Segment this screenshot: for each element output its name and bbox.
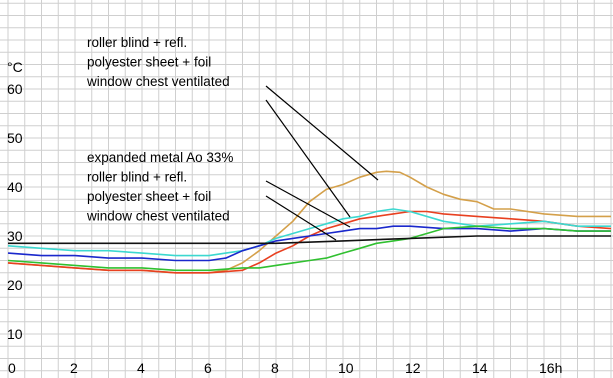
y-unit-label: °C <box>7 59 23 75</box>
x-tick-label: 12 <box>405 360 421 376</box>
y-tick-label: 50 <box>7 130 23 146</box>
annotation-text: polyester sheet + foil <box>87 189 211 204</box>
annotation-text: expanded metal Ao 33% <box>87 150 233 165</box>
y-tick-label: 60 <box>7 81 23 97</box>
annotation-text: polyester sheet + foil <box>87 55 211 70</box>
x-tick-label: 4 <box>137 360 145 376</box>
annotation-text: window chest ventilated <box>86 74 230 89</box>
pointer-line <box>265 85 379 181</box>
annotation-text: window chest ventilated <box>86 209 230 224</box>
x-tick-label: 14 <box>472 360 488 376</box>
x-tick-label: 2 <box>70 360 78 376</box>
y-tick-label: 20 <box>7 277 23 293</box>
series-line-6 <box>8 235 611 245</box>
x-tick-label: 8 <box>271 360 279 376</box>
annotation-text: roller blind + refl. <box>87 35 187 50</box>
x-tick-label: 16h <box>539 360 562 376</box>
x-tick-label: 6 <box>204 360 212 376</box>
annotations: roller blind + refl. polyester sheet + fo… <box>86 35 233 224</box>
series-line-4 <box>7 225 611 262</box>
series-line-5 <box>7 225 611 272</box>
y-tick-label: 30 <box>7 228 23 244</box>
annotation-pointers <box>265 85 379 241</box>
y-tick-label: 40 <box>7 179 23 195</box>
series-line-2 <box>7 210 612 274</box>
pointer-line <box>265 195 337 241</box>
y-tick-label: 10 <box>7 326 23 342</box>
x-tick-label: 0 <box>8 360 16 376</box>
series-lines <box>7 170 612 274</box>
x-tick-label: 10 <box>338 360 354 376</box>
pointer-line <box>265 99 351 218</box>
pointer-line <box>265 180 351 228</box>
tick-labels: 0 2 4 6 8 10 12 14 16h 10 20 30 40 50 60 <box>7 81 562 376</box>
annotation-text: roller blind + refl. <box>87 170 187 185</box>
